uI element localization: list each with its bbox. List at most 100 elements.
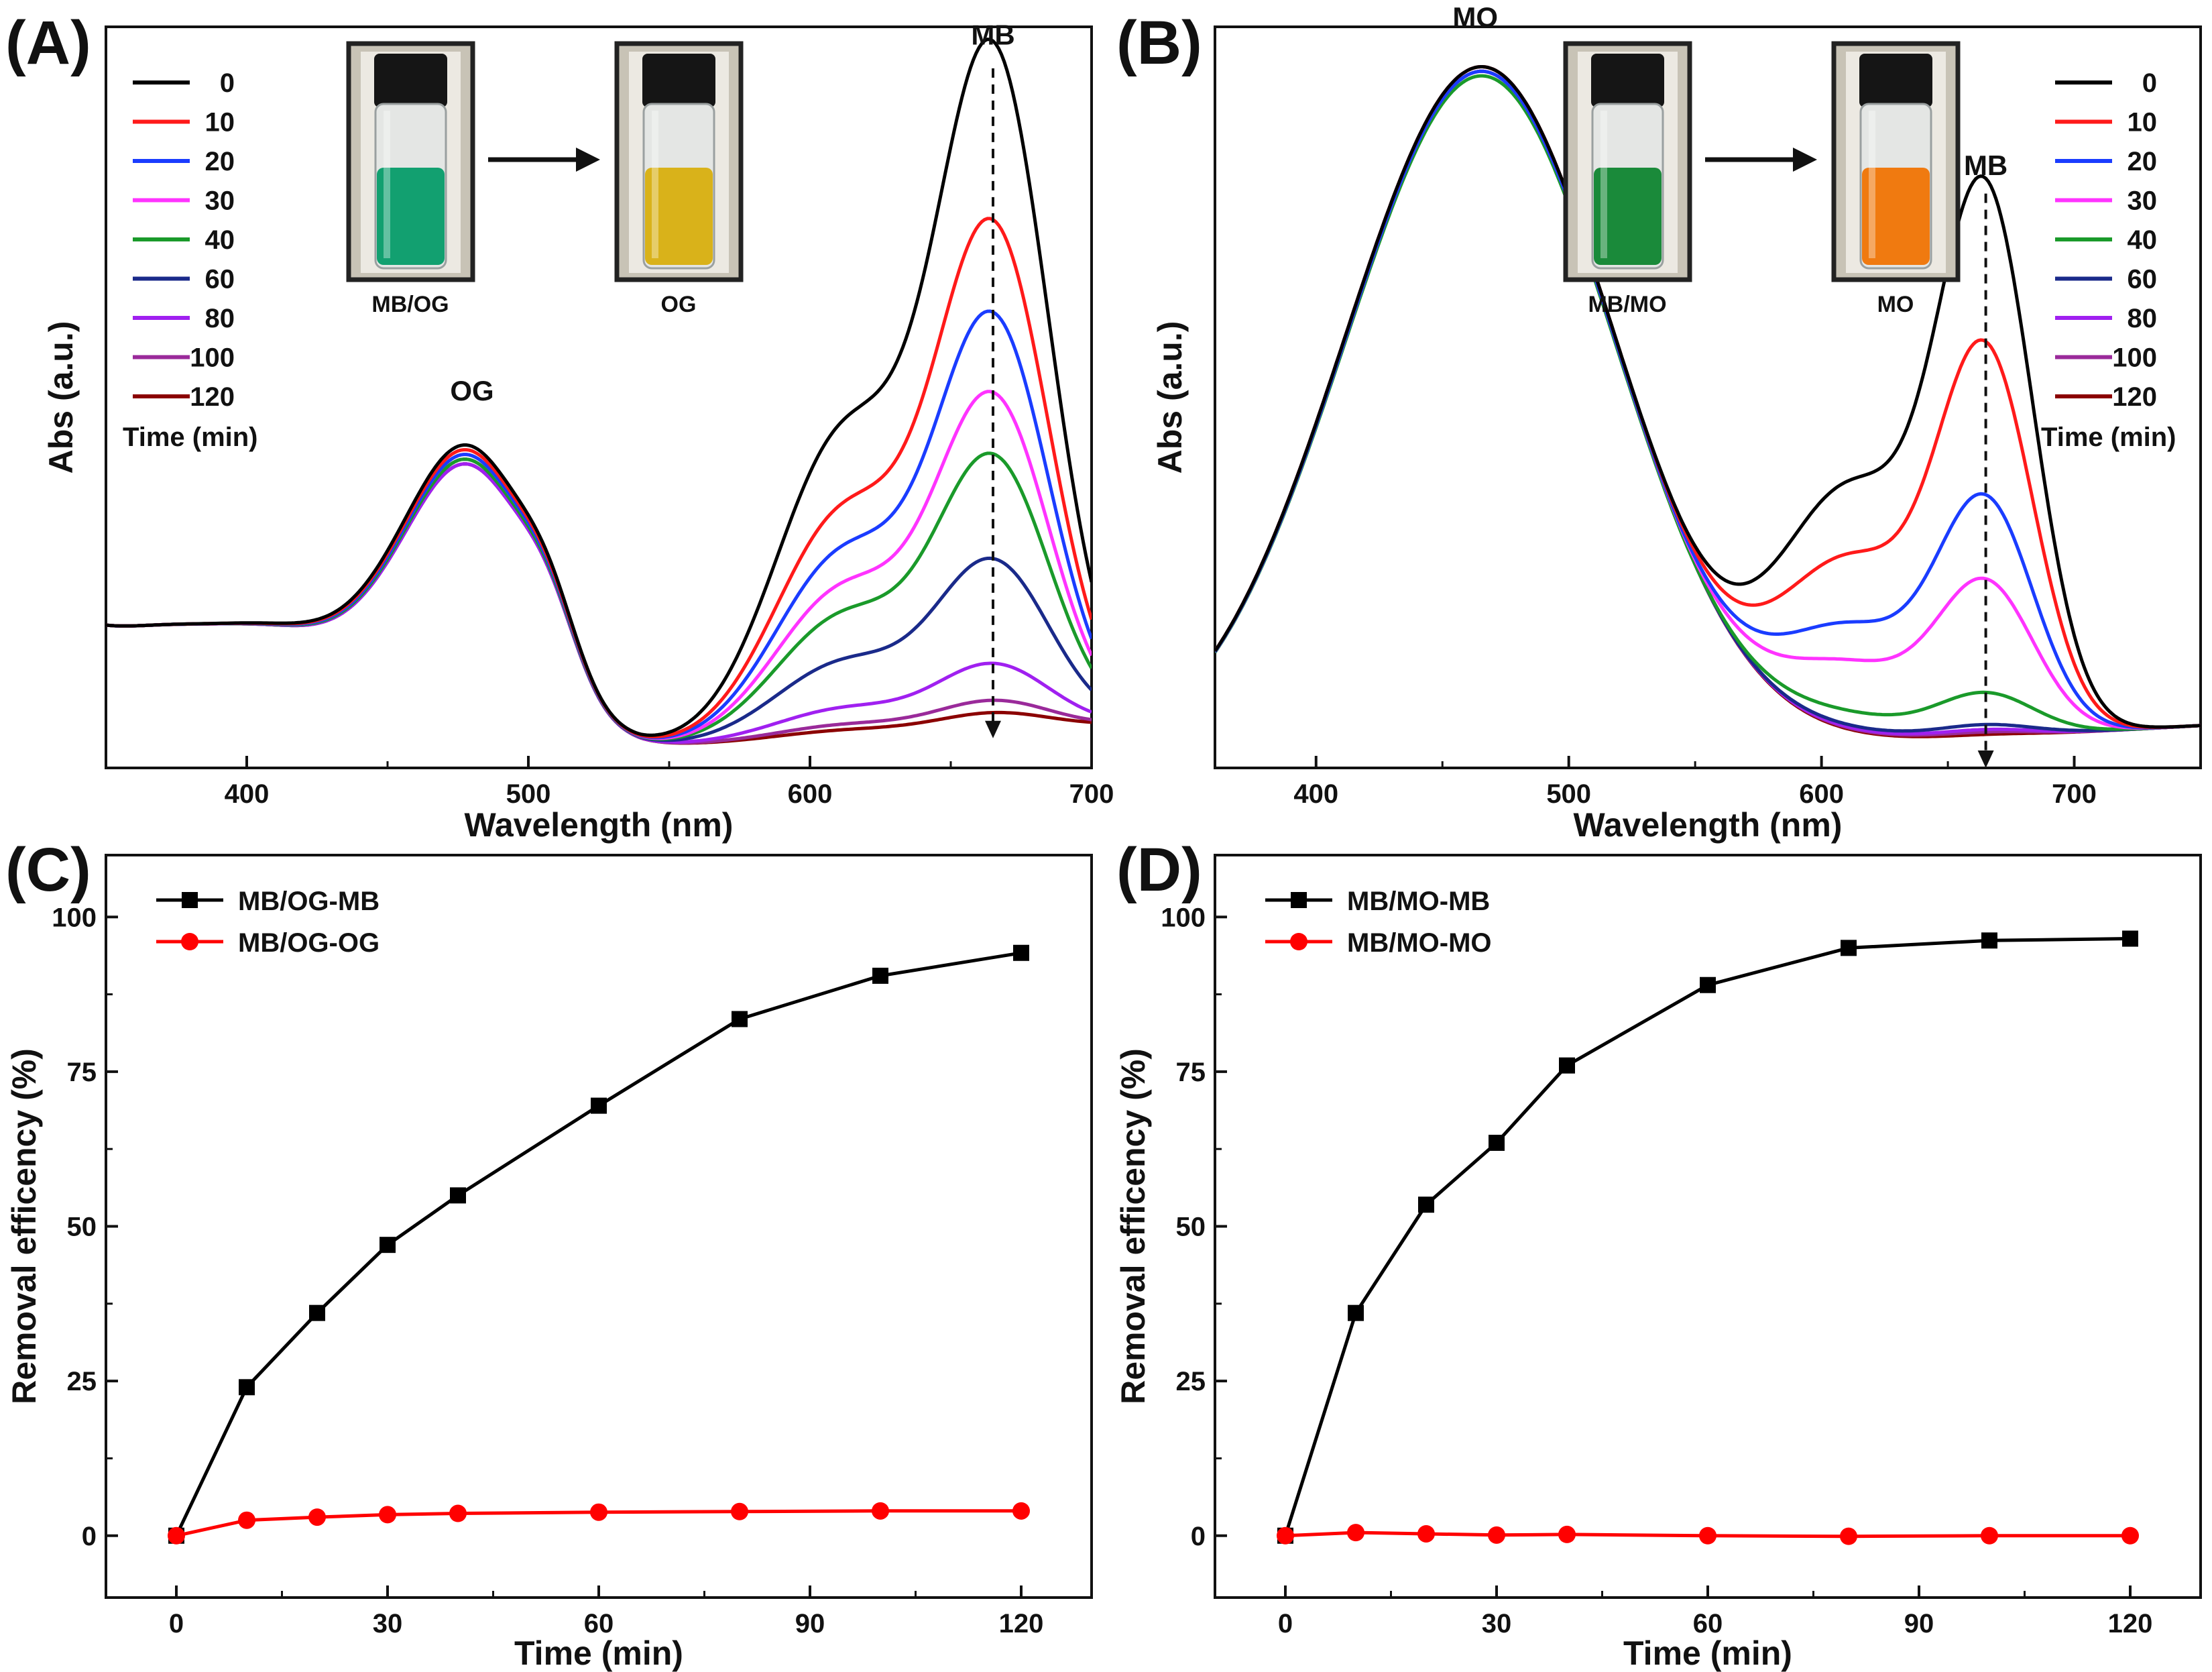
vial-arrow-head xyxy=(1793,148,1817,172)
x-tick-label: 0 xyxy=(1278,1609,1293,1638)
panel-label: (B) xyxy=(1116,9,1202,77)
spectrum-60-min xyxy=(1215,69,2201,733)
data-point xyxy=(238,1511,255,1529)
x-tick-label: 60 xyxy=(1693,1609,1723,1638)
data-point xyxy=(591,1097,607,1114)
data-point xyxy=(449,1504,467,1522)
vial-og: OG xyxy=(614,41,744,317)
legend-label-100: 100 xyxy=(190,343,235,373)
data-point xyxy=(732,1011,748,1027)
legend-label-40: 40 xyxy=(2128,225,2158,255)
x-axis-title: Time (min) xyxy=(1623,1634,1792,1672)
peak-label-mb: MB xyxy=(971,19,1014,51)
spectrum-0-min xyxy=(1215,65,2201,729)
legend-marker xyxy=(1291,892,1307,908)
vial-label: OG xyxy=(661,292,697,317)
legend-label-40: 40 xyxy=(205,225,235,255)
y-tick-label: 100 xyxy=(52,903,97,932)
data-point xyxy=(1840,1527,1857,1545)
legend-label-60: 60 xyxy=(2128,265,2158,294)
peak-label-og: OG xyxy=(450,375,493,406)
data-point xyxy=(590,1503,607,1521)
spectrum-20-min xyxy=(106,309,1092,740)
panel-c-removal-efficiency: (C) 0 30 60 90 120 0 25 50 75 100 Time (min) Removal… xyxy=(5,836,1093,1672)
vial-highlight xyxy=(1600,111,1607,258)
data-point xyxy=(1700,977,1716,993)
data-point xyxy=(1558,1525,1576,1543)
legend-label-80: 80 xyxy=(205,304,235,333)
vial-highlight xyxy=(652,111,658,258)
data-point xyxy=(380,1237,396,1253)
series-line xyxy=(1283,937,2131,1537)
data-point xyxy=(1981,1526,1998,1545)
x-tick-label: 0 xyxy=(169,1609,184,1638)
peak-label-mb: MB xyxy=(1964,150,2007,181)
data-point xyxy=(168,1526,185,1545)
data-point xyxy=(309,1304,325,1321)
x-tick-label: 30 xyxy=(373,1609,403,1638)
vial-label: MB/OG xyxy=(371,292,449,317)
y-tick-label: 75 xyxy=(67,1058,97,1087)
data-point xyxy=(1699,1526,1716,1545)
legend-label-30: 30 xyxy=(205,186,235,216)
spectrum-10-min xyxy=(1215,65,2201,729)
x-tick-label: 400 xyxy=(1293,779,1338,809)
spectrum-10-min xyxy=(106,217,1092,738)
legend-label-20: 20 xyxy=(205,147,235,176)
series-mb-og-og: MB/OG-OG xyxy=(156,928,1030,1545)
data-point xyxy=(1417,1524,1435,1543)
data-point xyxy=(239,1379,255,1396)
x-tick-label: 500 xyxy=(506,779,551,809)
data-point xyxy=(872,1502,889,1520)
legend-title: Time (min) xyxy=(123,423,258,452)
vial-liquid xyxy=(645,168,713,265)
y-tick-label: 0 xyxy=(1191,1522,1206,1551)
vial-highlight xyxy=(1869,111,1875,258)
plot-frame xyxy=(1214,854,2202,1599)
data-point xyxy=(1418,1196,1434,1213)
legend-title: Time (min) xyxy=(2041,423,2176,452)
legend-label-10: 10 xyxy=(2128,108,2158,137)
peak-label-mo: MO xyxy=(1452,1,1498,33)
y-tick-label: 50 xyxy=(67,1213,97,1242)
vial-highlight xyxy=(384,111,390,258)
vial-mb-mo: MB/MO xyxy=(1563,41,1692,317)
vial-liquid xyxy=(377,168,445,265)
panel-d-removal-efficiency: (D) 0 30 60 90 120 0 25 50 75 100 Time (min) Removal… xyxy=(1114,836,2202,1672)
data-point xyxy=(1559,1057,1575,1074)
legend-label-0: 0 xyxy=(220,68,235,98)
data-point xyxy=(2121,1526,2139,1545)
vial-cap xyxy=(642,54,715,107)
panel-label: (D) xyxy=(1116,836,1202,904)
x-tick-label: 500 xyxy=(1546,779,1591,809)
spectrum-40-min xyxy=(1215,74,2201,731)
vial-cap xyxy=(1591,54,1664,107)
spectrum-0-min xyxy=(106,38,1092,737)
plot-frame xyxy=(1214,25,2202,769)
x-tick-label: 30 xyxy=(1482,1609,1512,1638)
y-tick-label: 75 xyxy=(1176,1058,1206,1087)
spectrum-100-min xyxy=(1215,65,2201,737)
legend-label-80: 80 xyxy=(2128,304,2158,333)
data-point xyxy=(1348,1304,1364,1321)
x-tick-label: 700 xyxy=(1069,779,1114,809)
legend-label-0: 0 xyxy=(2142,68,2157,98)
legend-label: MB/MO-MO xyxy=(1347,928,1492,958)
spectra-curves xyxy=(106,38,1092,745)
legend-label-100: 100 xyxy=(2112,343,2157,373)
series-mb-og-mb: MB/OG-MB xyxy=(156,887,1029,1544)
plot-frame xyxy=(105,25,1093,769)
vial-mb-og: MB/OG xyxy=(346,41,475,317)
data-point xyxy=(1277,1526,1294,1545)
data-point xyxy=(450,1187,466,1204)
spectrum-80-min xyxy=(1215,69,2201,736)
x-tick-label: 600 xyxy=(1799,779,1844,809)
data-point xyxy=(1841,940,1857,956)
spectrum-120-min xyxy=(1215,69,2201,738)
data-point xyxy=(872,967,888,984)
data-point xyxy=(379,1506,396,1524)
legend-marker xyxy=(1290,933,1307,950)
